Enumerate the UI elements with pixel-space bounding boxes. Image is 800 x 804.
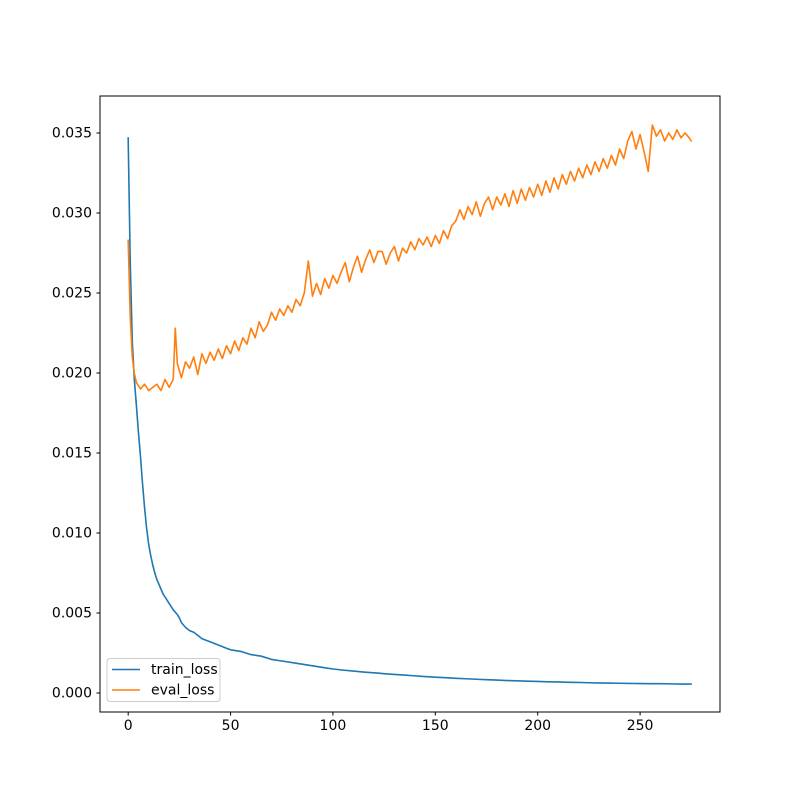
train_loss-line [127,137,693,685]
y-tick-label: 0.010 [52,525,92,541]
axis-ticks: 0 50 100 150 200 250 0.000 0.005 0.010 0.015 0.020… [52,125,654,734]
x-tick-label: 250 [627,718,654,734]
y-tick-label: 0.035 [52,125,92,141]
y-tick-label: 0.020 [52,365,92,381]
x-tick-label: 100 [320,718,347,734]
x-tick-label: 150 [422,718,449,734]
x-tick-label: 50 [222,718,240,734]
y-tick-label: 0.005 [52,605,92,621]
y-tick-label: 0.025 [52,285,92,301]
legend-train-loss-label: train_loss [151,662,218,678]
x-tick-label: 200 [524,718,551,734]
series-lines [127,124,693,685]
y-tick-label: 0.000 [52,685,92,701]
legend-eval-loss-label: eval_loss [151,682,214,698]
y-tick-label: 0.015 [52,445,92,461]
x-tick-label: 0 [124,718,133,734]
y-tick-label: 0.030 [52,205,92,221]
plot-area [99,95,721,713]
legend: train_loss eval_loss [106,658,221,702]
eval_loss-line [127,124,693,392]
